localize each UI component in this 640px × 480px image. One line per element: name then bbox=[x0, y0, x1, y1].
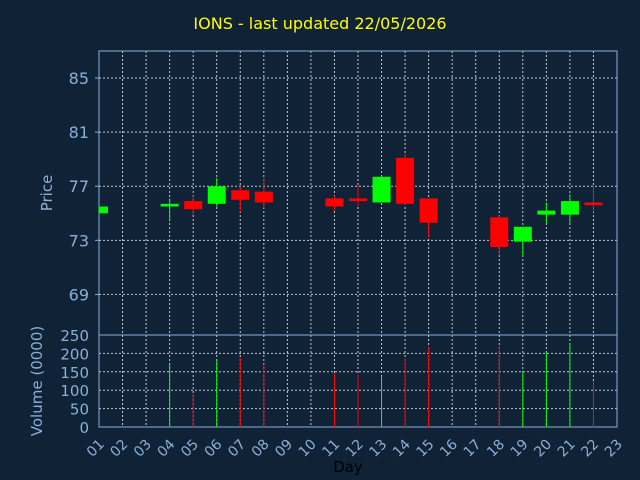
x-tick-label: 10 bbox=[296, 437, 320, 461]
x-tick-label: 04 bbox=[155, 436, 179, 460]
price-tick-label: 81 bbox=[69, 123, 89, 142]
x-tick-label: 17 bbox=[461, 437, 485, 461]
candle-body bbox=[184, 201, 203, 210]
price-tick-label: 69 bbox=[69, 285, 89, 304]
volume-tick-label: 200 bbox=[60, 345, 89, 363]
volume-tick-label: 250 bbox=[60, 327, 89, 345]
x-tick-label: 15 bbox=[414, 437, 438, 461]
x-tick-label: 20 bbox=[531, 437, 555, 461]
price-tick-label: 73 bbox=[69, 231, 89, 250]
x-tick-label: 07 bbox=[225, 437, 249, 461]
candle-body bbox=[372, 176, 391, 203]
x-tick-label: 13 bbox=[366, 437, 390, 461]
chart-title: IONS - last updated 22/05/2026 bbox=[193, 14, 447, 33]
x-tick-label: 14 bbox=[390, 436, 414, 460]
candle-body bbox=[160, 203, 179, 207]
candle-body bbox=[513, 226, 532, 242]
x-tick-label: 21 bbox=[555, 437, 579, 461]
x-tick-label: 09 bbox=[272, 437, 296, 461]
x-tick-label: 05 bbox=[178, 437, 202, 461]
volume-tick-label: 0 bbox=[79, 419, 89, 437]
candle-body bbox=[99, 206, 108, 214]
price-tick-label: 77 bbox=[69, 177, 89, 196]
x-tick-label: 06 bbox=[202, 436, 226, 460]
volume-tick-label: 50 bbox=[70, 401, 89, 419]
candle-body bbox=[207, 186, 226, 204]
x-tick-label: 08 bbox=[249, 437, 273, 461]
x-tick-label: 16 bbox=[437, 436, 461, 460]
x-tick-label: 18 bbox=[484, 437, 508, 461]
candle-body bbox=[584, 202, 603, 206]
x-tick-label: 23 bbox=[602, 437, 626, 461]
volume-axis-label: Volume (0000) bbox=[28, 326, 46, 436]
candle-body bbox=[325, 198, 344, 207]
price-tick-label: 85 bbox=[69, 69, 89, 88]
x-tick-label: 19 bbox=[508, 437, 532, 461]
candle-body bbox=[349, 198, 367, 202]
candle-body bbox=[560, 201, 579, 215]
x-tick-label: 22 bbox=[578, 437, 602, 461]
x-tick-label: 03 bbox=[131, 437, 155, 461]
candle-body bbox=[231, 190, 250, 200]
price-axis-label: Price bbox=[38, 175, 56, 212]
candle-body bbox=[254, 191, 273, 203]
candle-body bbox=[537, 210, 556, 215]
candle-body bbox=[419, 198, 438, 223]
x-tick-label: 01 bbox=[84, 437, 108, 461]
volume-tick-label: 150 bbox=[60, 364, 89, 382]
x-axis-label: Day bbox=[333, 458, 363, 476]
candle-body bbox=[396, 157, 415, 204]
candle-body bbox=[490, 217, 509, 248]
x-tick-label: 11 bbox=[319, 437, 343, 461]
volume-tick-label: 100 bbox=[60, 382, 89, 400]
x-tick-label: 12 bbox=[343, 437, 367, 461]
x-tick-label: 02 bbox=[107, 437, 131, 461]
